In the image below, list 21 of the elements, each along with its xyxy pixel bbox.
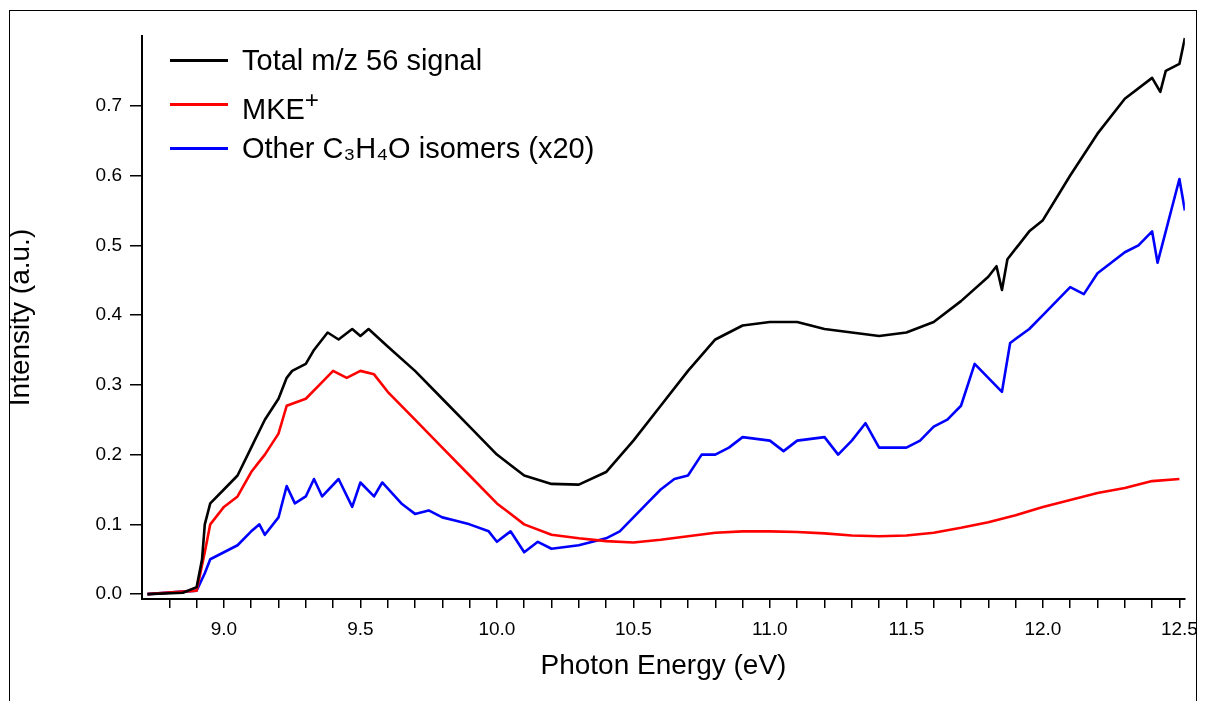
x-tick-label: 10.0 xyxy=(478,617,516,639)
legend-label: Total m/z 56 signal xyxy=(242,43,483,78)
y-tick-label: 0.4 xyxy=(95,303,123,325)
x-tick-label: 11.0 xyxy=(752,617,788,639)
y-tick-label: 0.6 xyxy=(95,163,122,185)
x-axis-title: Photon Energy (eV) xyxy=(540,648,787,680)
x-tick-label: 10.5 xyxy=(614,617,652,639)
y-tick-label: 0.3 xyxy=(95,373,122,395)
x-tick-label: 9.5 xyxy=(347,617,374,639)
y-tick-label: 0.1 xyxy=(95,512,122,534)
x-tick-label: 12.0 xyxy=(1024,617,1062,639)
y-axis-title: Intensity (a.u.) xyxy=(3,228,35,407)
y-tick-label: 0.2 xyxy=(95,442,122,464)
legend-label: Other C₃H₄O isomers (x20) xyxy=(242,131,595,166)
x-tick-label: 12.5 xyxy=(1160,617,1198,639)
y-tick-label: 0.5 xyxy=(95,233,122,255)
x-tick-label: 9.0 xyxy=(210,617,238,639)
y-tick-label: 0.0 xyxy=(95,582,122,604)
y-tick-label: 0.7 xyxy=(95,94,122,115)
x-tick-label: 11.5 xyxy=(888,617,925,639)
legend-label: MKE$^{+}$ xyxy=(242,84,319,127)
